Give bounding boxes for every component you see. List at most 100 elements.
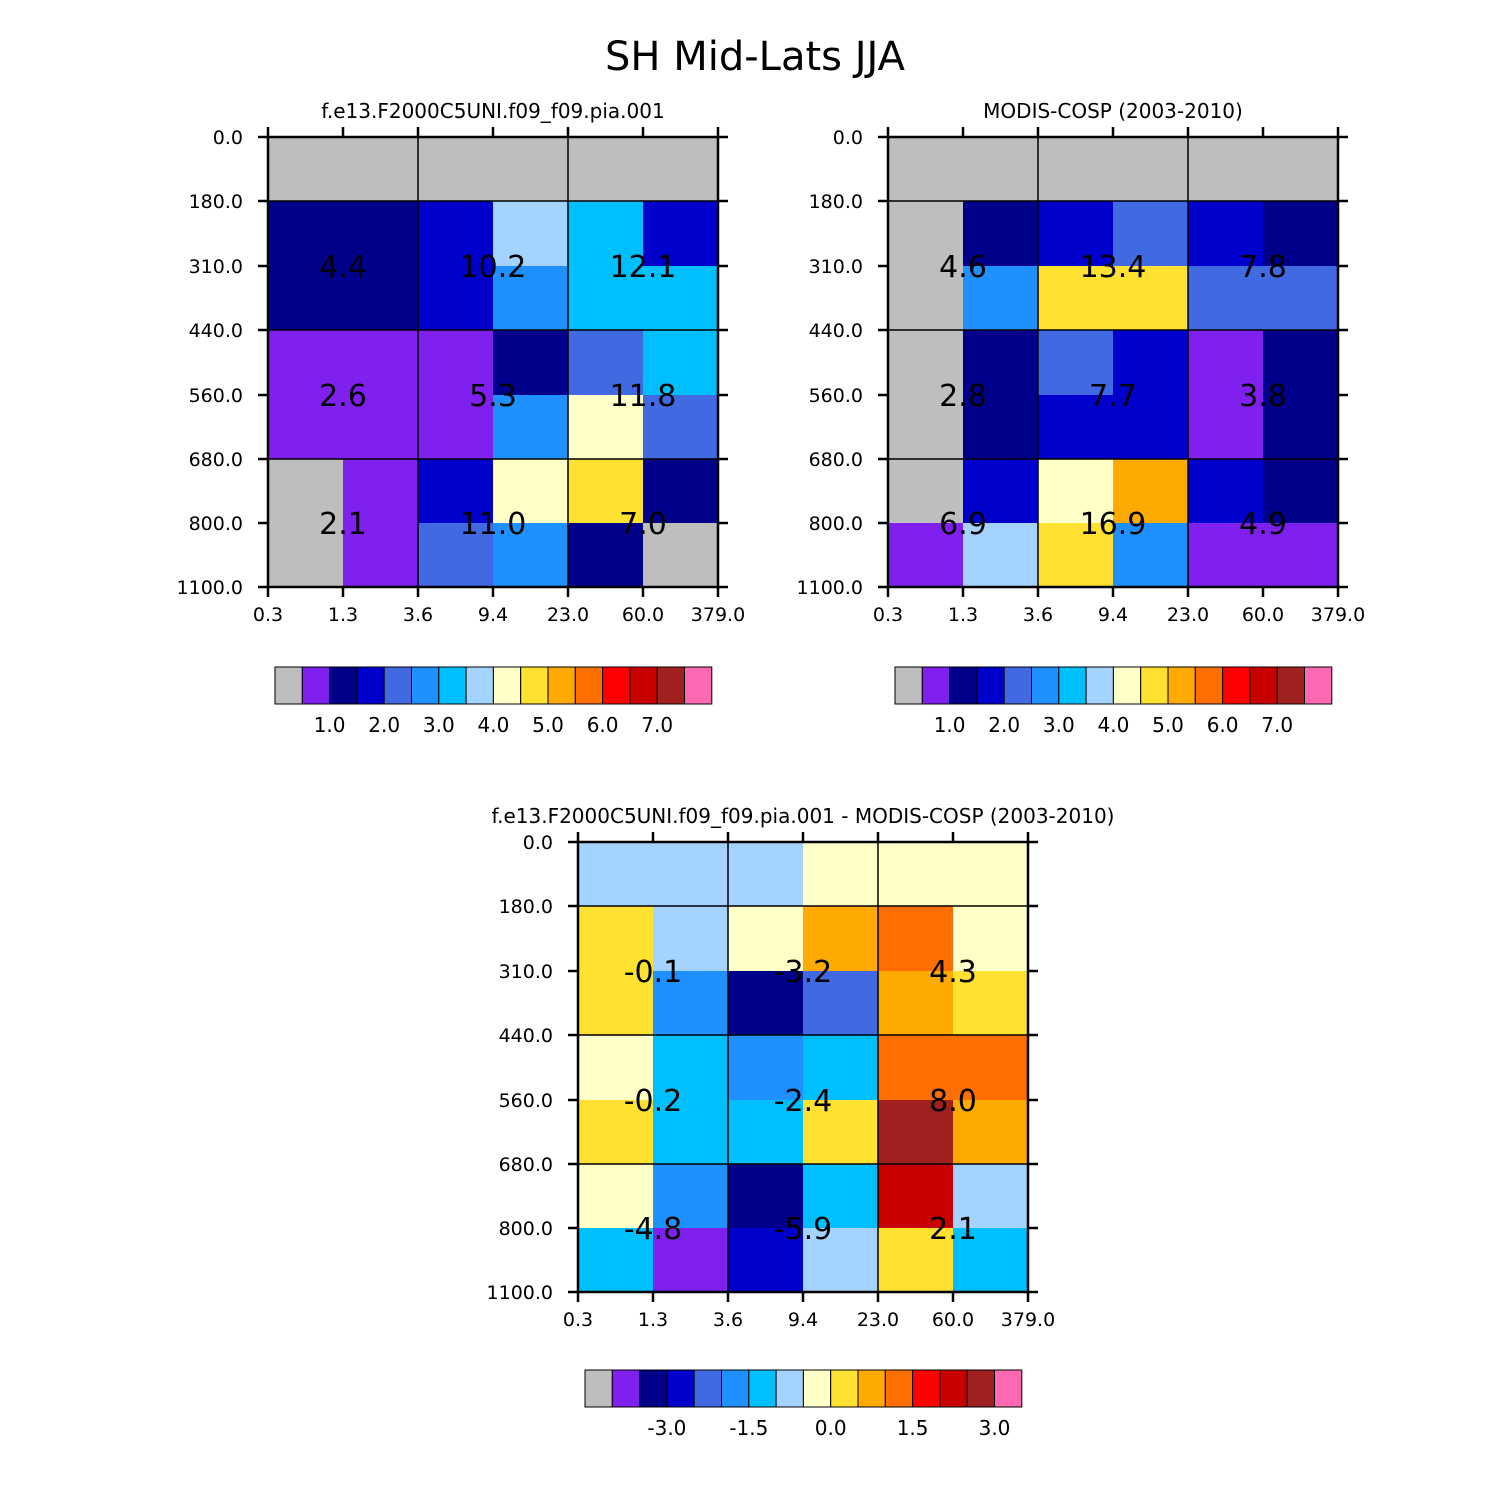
x-tick-label: 60.0 <box>622 604 664 626</box>
y-tick-label: 440.0 <box>809 320 863 342</box>
colorbar-label: -3.0 <box>647 1416 686 1440</box>
heatmap-cell <box>418 459 494 524</box>
heatmap-cell <box>268 201 344 267</box>
heatmap-cell <box>343 201 419 267</box>
heatmap-cell <box>343 266 419 331</box>
x-tick-label: 23.0 <box>1167 604 1209 626</box>
colorbar-swatch <box>329 666 358 705</box>
colorbar-swatch <box>1031 666 1060 705</box>
colorbar-swatch <box>666 1369 695 1408</box>
heatmap-cell <box>343 395 419 460</box>
y-tick-label: 680.0 <box>189 449 243 471</box>
colorbar-swatch <box>894 666 923 705</box>
heatmap-cell <box>728 1228 804 1293</box>
box-value-label: 2.1 <box>929 1212 977 1247</box>
heatmap-cell <box>878 971 954 1036</box>
heatmap-cell <box>493 523 569 588</box>
y-tick-label: 1100.0 <box>487 1282 553 1304</box>
heatmap-cell <box>578 842 654 907</box>
colorbar-swatch <box>684 666 713 705</box>
heatmap-cell <box>643 330 719 396</box>
y-tick-label: 560.0 <box>189 385 243 407</box>
heatmap-cell <box>1038 459 1114 524</box>
y-tick-label: 680.0 <box>809 449 863 471</box>
box-value-label: -0.2 <box>624 1084 683 1119</box>
heatmap-cell <box>493 201 569 267</box>
box-value-label: 2.6 <box>319 379 367 414</box>
heatmap-cell <box>568 266 644 331</box>
heatmap-cell <box>493 137 569 202</box>
x-tick-label: 379.0 <box>691 604 745 626</box>
heatmap-cell <box>1113 266 1189 331</box>
colorbar-swatch <box>611 1369 641 1408</box>
y-tick-label: 0.0 <box>213 127 243 149</box>
heatmap-cell <box>888 137 964 202</box>
heatmap-cell <box>878 1228 954 1293</box>
heatmap-cell <box>343 523 419 588</box>
colorbar-swatch <box>912 1369 941 1408</box>
heatmap-cell <box>568 201 644 267</box>
heatmap-cell <box>1188 330 1264 396</box>
colorbar-swatch <box>966 1369 996 1408</box>
heatmap-cell <box>888 330 964 396</box>
heatmap-cell <box>878 1035 954 1101</box>
colorbar-swatch <box>802 1369 832 1408</box>
heatmap-cell <box>568 459 644 524</box>
heatmap-cell <box>578 1100 654 1165</box>
x-tick-label: 9.4 <box>788 1309 818 1331</box>
heatmap-cell <box>578 1164 654 1229</box>
box-value-label: 4.3 <box>929 955 977 990</box>
heatmap-cell <box>1263 395 1339 460</box>
heatmap-cell <box>343 459 419 524</box>
y-tick-label: 560.0 <box>499 1090 553 1112</box>
colorbar-swatch <box>274 666 303 705</box>
colorbar-label: 0.0 <box>815 1416 847 1440</box>
heatmap-cell <box>728 842 804 907</box>
heatmap-cell <box>493 266 569 331</box>
heatmap-cell <box>878 842 954 907</box>
heatmap-cell <box>268 330 344 396</box>
box-value-label: 16.9 <box>1080 507 1147 542</box>
colorbar-swatch <box>574 666 604 705</box>
colorbar-swatch <box>584 1369 613 1408</box>
colorbar-swatch <box>1058 666 1087 705</box>
heatmap-cell <box>1038 330 1114 396</box>
heatmap-cell <box>418 330 494 396</box>
colorbar-label: 7.0 <box>641 713 673 737</box>
heatmap-cell <box>888 395 964 460</box>
panel-title: MODIS-COSP (2003-2010) <box>983 99 1243 123</box>
heatmap-cell <box>803 842 879 907</box>
heatmap-cell <box>963 523 1039 588</box>
heatmap-cell <box>418 523 494 588</box>
heatmap-cell <box>418 395 494 460</box>
box-value-label: 3.8 <box>1239 379 1287 414</box>
y-tick-label: 180.0 <box>809 191 863 213</box>
box-value-label: 11.8 <box>610 379 677 414</box>
colorbar-swatch <box>976 666 1005 705</box>
heatmap-cell <box>803 971 879 1036</box>
box-value-label: -0.1 <box>624 955 683 990</box>
heatmap-cell <box>963 395 1039 460</box>
heatmap-cell <box>728 1035 804 1101</box>
panel-3: f.e13.F2000C5UNI.f09_f09.pia.001 - MODIS… <box>487 804 1115 1440</box>
colorbar-swatch <box>1112 666 1142 705</box>
box-value-label: 4.4 <box>319 250 367 285</box>
heatmap-cell <box>653 1164 729 1229</box>
colorbar-swatch <box>383 666 413 705</box>
heatmap-cell <box>953 1228 1029 1293</box>
heatmap-cell <box>1038 137 1114 202</box>
box-value-label: 7.8 <box>1239 250 1287 285</box>
heatmap-cell <box>418 201 494 267</box>
heatmap-cell <box>568 395 644 460</box>
heatmap-cell <box>728 1164 804 1229</box>
heatmap-cell <box>268 459 344 524</box>
box-value-label: 6.9 <box>939 507 987 542</box>
colorbar-label: -1.5 <box>729 1416 768 1440</box>
heatmap-cell <box>268 266 344 331</box>
heatmap-cell <box>953 1164 1029 1229</box>
colorbar-swatch <box>1167 666 1196 705</box>
colorbar-label: 3.0 <box>423 713 455 737</box>
heatmap-cell <box>1188 395 1264 460</box>
colorbar-swatch <box>1222 666 1251 705</box>
